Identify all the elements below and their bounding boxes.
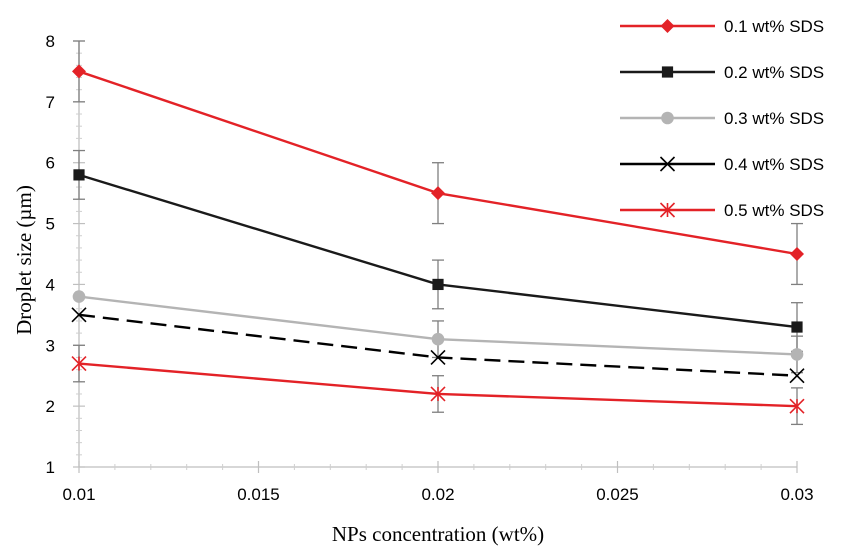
y-tick-label: 4: [46, 275, 55, 294]
legend-item: 0.2 wt% SDS: [620, 63, 824, 82]
data-point: [430, 349, 446, 366]
y-tick-label: 5: [46, 215, 55, 234]
x-tick-label: 0.03: [780, 485, 813, 504]
legend-label: 0.4 wt% SDS: [724, 155, 824, 174]
legend-marker: [659, 202, 676, 218]
legend-label: 0.2 wt% SDS: [724, 63, 824, 82]
y-axis-title: Droplet size (µm): [12, 185, 36, 335]
x-tick-label: 0.015: [237, 485, 280, 504]
tick-labels: 1 2 3 4 5 6 7 8 0.01 0.015 0.02 0.025 0.03: [46, 32, 814, 504]
x-tick-label: 0.025: [596, 485, 639, 504]
legend-item: 0.4 wt% SDS: [620, 155, 824, 174]
legend-item: 0.3 wt% SDS: [620, 109, 824, 128]
legend-item: 0.1 wt% SDS: [620, 17, 824, 36]
legend-label: 0.5 wt% SDS: [724, 201, 824, 220]
y-tick-label: 2: [46, 397, 55, 416]
data-point: [71, 307, 87, 323]
data-point: [72, 290, 86, 303]
data-point: [789, 398, 805, 414]
legend-label: 0.3 wt% SDS: [724, 109, 824, 128]
data-point: [431, 332, 445, 346]
legend: 0.1 wt% SDS 0.2 wt% SDS 0.3 wt% SDS 0.4 wt%…: [620, 17, 824, 220]
data-point: [791, 321, 803, 333]
legend-marker: [661, 111, 674, 125]
data-point: [431, 186, 445, 201]
legend-marker: [659, 156, 676, 172]
data-point: [73, 169, 85, 181]
error-bars: [73, 40, 803, 426]
y-tick-label: 1: [46, 458, 55, 477]
axes: [73, 40, 798, 473]
legend-label: 0.1 wt% SDS: [724, 17, 824, 36]
data-point: [790, 247, 804, 261]
data-point: [430, 386, 446, 402]
data-point: [789, 368, 805, 384]
legend-item: 0.5 wt% SDS: [620, 201, 824, 220]
x-tick-label: 0.02: [421, 485, 454, 504]
y-tick-label: 8: [46, 32, 55, 51]
y-tick-label: 6: [46, 154, 55, 173]
data-point: [72, 64, 86, 79]
y-tick-label: 3: [46, 336, 55, 355]
data-point: [71, 355, 87, 372]
legend-marker: [661, 66, 674, 78]
series-group: [71, 64, 805, 414]
data-point: [432, 278, 444, 291]
legend-marker: [660, 19, 675, 33]
x-axis-title: NPs concentration (wt%): [332, 522, 544, 546]
data-point: [790, 348, 804, 361]
x-tick-label: 0.01: [62, 485, 95, 504]
y-tick-label: 7: [46, 93, 55, 112]
